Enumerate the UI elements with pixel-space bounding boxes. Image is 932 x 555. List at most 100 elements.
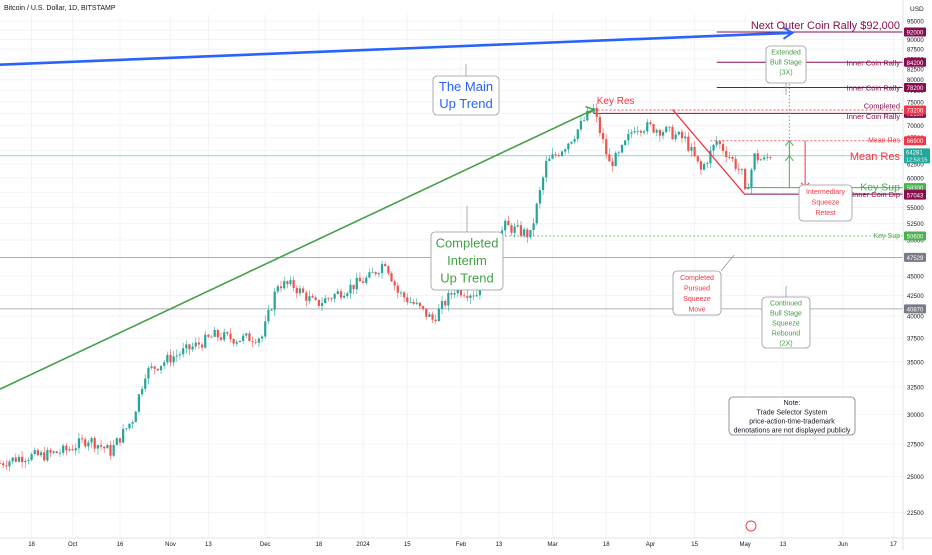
candle — [109, 440, 112, 461]
candle-body — [30, 454, 33, 461]
candle-body — [371, 272, 374, 273]
candle — [418, 302, 422, 309]
candle-body — [324, 298, 327, 304]
candle-body — [68, 449, 71, 451]
y-tick-label: 27500 — [907, 443, 924, 449]
candle-body — [343, 295, 346, 298]
candle — [624, 139, 627, 146]
candle-body — [270, 309, 273, 311]
candle — [466, 290, 469, 302]
candle — [248, 330, 251, 342]
candle-body — [740, 168, 744, 170]
candle-body — [128, 423, 131, 429]
candle — [567, 142, 570, 154]
candle-body — [475, 295, 478, 297]
candle — [361, 277, 365, 284]
candle — [358, 272, 362, 282]
price-badge-50600[interactable]: 50600 — [904, 231, 926, 241]
candle-body — [560, 151, 564, 156]
price-badge-text: 40870 — [907, 307, 924, 313]
candle — [286, 280, 289, 289]
candle-body — [150, 366, 153, 368]
candle-body — [365, 277, 368, 283]
candle-body — [185, 344, 188, 349]
candle-body — [516, 225, 519, 227]
candle-body — [33, 450, 36, 455]
candle — [175, 349, 178, 362]
candle-body — [311, 296, 314, 298]
pursued-squeeze-callout-line: Move — [688, 306, 705, 313]
price-badge-57043[interactable]: 57043 — [904, 190, 926, 200]
price-badge-84200[interactable]: 84200 — [904, 57, 926, 67]
candle-body — [122, 428, 125, 443]
candle — [554, 151, 557, 158]
candle-body — [197, 342, 201, 345]
candle — [317, 299, 320, 309]
candle-body — [396, 285, 399, 293]
price-badge-78200[interactable]: 78200 — [904, 82, 926, 92]
candle — [601, 127, 605, 144]
candle — [238, 340, 242, 343]
candle-body — [200, 344, 204, 348]
comp-inner-dip-label: Comp. Inner Coin Dip — [828, 190, 900, 199]
candle-body — [336, 291, 339, 294]
candle — [346, 291, 349, 299]
candle-body — [358, 277, 362, 282]
candle-body — [361, 281, 365, 283]
mean-res-label-2: Mean Res — [850, 151, 901, 163]
candle-body — [74, 448, 77, 451]
candle-body — [456, 288, 459, 294]
y-tick-label: 55000 — [907, 206, 924, 212]
candle — [311, 293, 314, 299]
candle-body — [144, 378, 147, 389]
candle — [289, 276, 292, 287]
candle-body — [734, 158, 737, 169]
candle — [223, 328, 226, 343]
candle-body — [406, 297, 409, 303]
candle — [11, 457, 14, 465]
y-tick-label: 25000 — [907, 475, 924, 481]
candle — [380, 260, 384, 279]
candle — [292, 276, 295, 292]
candle — [415, 298, 418, 306]
bull-rebound-callout-line: Bull Stage — [770, 311, 802, 318]
candle-body — [62, 445, 65, 453]
candle — [684, 131, 687, 143]
candle — [750, 167, 753, 194]
price-badge-66900[interactable]: 66900 — [904, 136, 926, 146]
candle — [20, 451, 24, 469]
price-badge-47529[interactable]: 47529 — [904, 252, 926, 262]
price-badge-40870[interactable]: 40870 — [904, 304, 926, 314]
candle-body — [182, 348, 185, 355]
price-badge-box — [904, 136, 926, 146]
candle-body — [314, 297, 317, 300]
price-badge-box — [904, 190, 926, 200]
candle — [216, 328, 219, 342]
candle-body — [744, 168, 747, 190]
candle-body — [289, 280, 292, 285]
candle — [96, 444, 99, 455]
candle-body — [684, 136, 687, 139]
candle-body — [374, 272, 377, 275]
candle-body — [80, 438, 84, 440]
interim-trend-arrowhead — [585, 105, 596, 116]
candle-body — [715, 141, 718, 145]
candle — [39, 450, 43, 458]
candle — [118, 438, 122, 446]
price-badge-73200[interactable]: 73200 — [904, 105, 926, 115]
candle — [428, 312, 431, 317]
x-tick-label: Feb — [456, 542, 467, 548]
candle-body — [84, 439, 87, 447]
key-res-label: Key Res — [597, 96, 635, 107]
candle-body — [93, 438, 96, 449]
price-badge-92000[interactable]: 92000 — [904, 27, 926, 37]
candle-body — [421, 306, 425, 309]
candle-body — [393, 281, 396, 286]
candle — [680, 129, 684, 144]
candle — [267, 305, 270, 324]
candle-body — [766, 157, 769, 158]
candle — [538, 186, 542, 209]
candle-body — [737, 168, 740, 170]
